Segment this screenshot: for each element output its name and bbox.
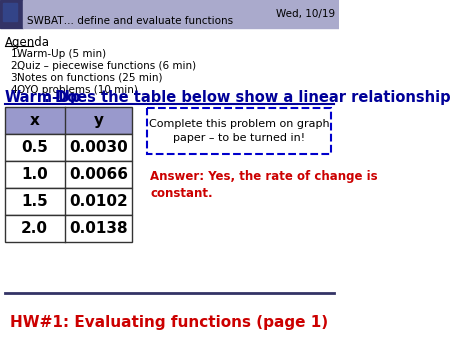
Text: 1.5: 1.5 xyxy=(21,194,48,209)
Bar xyxy=(148,108,331,154)
Text: Answer: Yes, the rate of change is
constant.: Answer: Yes, the rate of change is const… xyxy=(150,170,378,200)
Text: HW#1: Evaluating functions (page 1): HW#1: Evaluating functions (page 1) xyxy=(10,315,328,330)
Bar xyxy=(3,3,17,21)
Text: : Does the table below show a linear relationship?: : Does the table below show a linear rel… xyxy=(44,90,450,105)
Text: Complete this problem on graph
paper – to be turned in!: Complete this problem on graph paper – t… xyxy=(149,119,329,143)
Text: 0.0138: 0.0138 xyxy=(69,221,128,236)
Text: Wed, 10/19: Wed, 10/19 xyxy=(276,9,335,19)
Text: Quiz – piecewise functions (6 min): Quiz – piecewise functions (6 min) xyxy=(17,61,196,71)
Bar xyxy=(4,188,132,215)
Text: 1.: 1. xyxy=(10,49,21,59)
Bar xyxy=(22,0,338,28)
Bar xyxy=(4,161,132,188)
Text: 0.0066: 0.0066 xyxy=(69,167,128,182)
Bar xyxy=(4,215,132,242)
Text: 2.: 2. xyxy=(10,61,21,71)
Text: Warm-Up (5 min): Warm-Up (5 min) xyxy=(17,49,106,59)
Text: Agenda: Agenda xyxy=(4,36,50,49)
Text: SWBAT… define and evaluate functions: SWBAT… define and evaluate functions xyxy=(27,16,233,26)
Text: 3.: 3. xyxy=(10,73,21,83)
Text: 2.0: 2.0 xyxy=(21,221,48,236)
Text: 4.: 4. xyxy=(10,85,21,95)
Text: OYO problems (10 min): OYO problems (10 min) xyxy=(17,85,137,95)
Text: 1.0: 1.0 xyxy=(21,167,48,182)
Text: x: x xyxy=(30,113,40,128)
Bar xyxy=(0,0,22,28)
Text: 0.0102: 0.0102 xyxy=(69,194,128,209)
Bar xyxy=(4,107,132,134)
Text: Warm-Up: Warm-Up xyxy=(4,90,81,105)
Text: Notes on functions (25 min): Notes on functions (25 min) xyxy=(17,73,162,83)
Text: 0.5: 0.5 xyxy=(21,140,48,155)
Bar xyxy=(4,134,132,161)
Text: 0.0030: 0.0030 xyxy=(69,140,128,155)
Text: y: y xyxy=(94,113,104,128)
